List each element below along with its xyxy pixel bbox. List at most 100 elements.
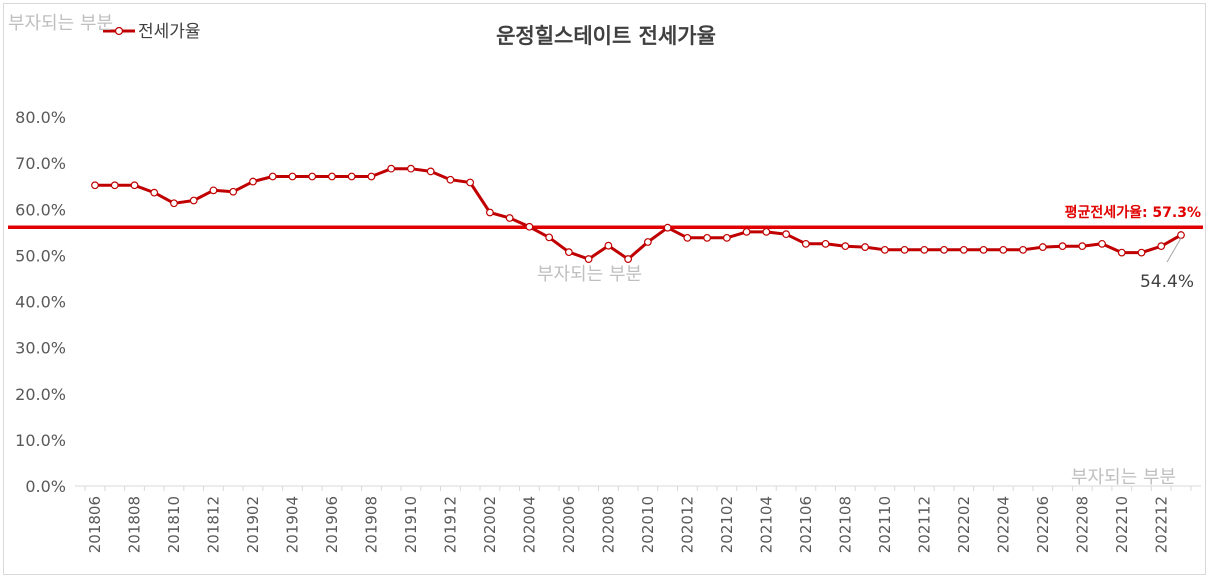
data-point — [584, 255, 593, 263]
data-point — [525, 222, 534, 231]
x-tick-label: 202006 — [560, 496, 578, 553]
x-tick-label: 202106 — [797, 496, 815, 553]
last-point-leader-line — [1166, 237, 1182, 263]
data-point — [1117, 248, 1126, 257]
data-point — [722, 233, 731, 242]
data-point — [229, 187, 238, 196]
data-point — [150, 188, 159, 197]
x-tick-label: 201910 — [402, 496, 420, 553]
data-point — [841, 242, 850, 251]
data-point — [1157, 242, 1166, 251]
y-tick-label: 30.0% — [15, 339, 66, 358]
watermark-center: 부자되는 부분 — [537, 264, 643, 285]
x-tick-label: 201812 — [204, 496, 222, 553]
data-point — [268, 172, 277, 181]
data-point — [959, 245, 968, 254]
data-point — [683, 233, 692, 242]
data-point — [308, 172, 317, 181]
chart-title: 운정힐스테이트 전세가율 — [496, 24, 716, 48]
data-point — [782, 230, 790, 239]
x-tick-label: 202004 — [520, 496, 538, 553]
legend-label: 전세가율 — [138, 22, 201, 42]
x-tick-label: 202104 — [757, 496, 775, 553]
data-point — [189, 196, 198, 205]
x-tick-label: 202010 — [639, 496, 657, 553]
data-point — [762, 227, 771, 236]
data-point — [624, 255, 633, 263]
data-point — [91, 181, 99, 190]
data-point — [564, 248, 573, 257]
x-tick-label: 202212 — [1152, 496, 1170, 553]
x-tick-label: 202208 — [1073, 496, 1091, 553]
x-tick-label: 201810 — [165, 496, 183, 553]
x-tick-label: 202112 — [915, 496, 933, 553]
data-point — [900, 245, 909, 254]
data-point — [1058, 242, 1067, 251]
y-tick-label: 40.0% — [15, 293, 66, 312]
y-tick-label: 70.0% — [15, 154, 66, 173]
data-point — [110, 181, 119, 190]
data-point — [742, 227, 751, 236]
y-tick-label: 50.0% — [15, 246, 66, 265]
x-tick-label: 201904 — [283, 496, 301, 553]
data-point — [999, 245, 1008, 254]
watermark-bottom-right: 부자되는 부분 — [1071, 467, 1177, 488]
data-point — [979, 245, 988, 254]
y-tick-label: 0.0% — [25, 477, 66, 496]
data-point — [545, 233, 554, 242]
data-point — [801, 239, 810, 248]
data-point — [249, 177, 257, 186]
last-point-label: 54.4% — [1140, 272, 1194, 292]
data-point — [130, 181, 139, 190]
x-tick-label: 201912 — [441, 496, 459, 553]
x-tick-label: 201902 — [244, 496, 262, 553]
x-tick-label: 201908 — [362, 496, 380, 553]
data-point — [1177, 231, 1185, 239]
data-point — [1078, 242, 1087, 251]
y-axis: 0.0% 10.0% 20.0% 30.0% 40.0% 50.0% 60.0% 70.0% 8… — [15, 108, 66, 496]
data-point — [1019, 245, 1027, 254]
data-point — [663, 223, 672, 232]
series-line — [95, 167, 1182, 261]
x-tick-label: 202002 — [481, 496, 499, 553]
data-point — [604, 241, 613, 250]
x-tick-label: 201906 — [323, 496, 341, 553]
data-point — [1098, 239, 1106, 248]
y-tick-label: 10.0% — [15, 431, 66, 450]
data-point — [387, 164, 396, 173]
data-point — [821, 239, 830, 248]
watermark-top-left: 부자되는 부분 — [8, 13, 114, 34]
data-point — [466, 178, 475, 187]
data-point — [505, 214, 514, 222]
data-point — [367, 172, 376, 181]
x-tick-label: 201806 — [86, 496, 104, 553]
data-point — [209, 186, 218, 195]
data-point — [486, 208, 494, 217]
data-point — [940, 245, 948, 254]
data-point — [880, 245, 889, 254]
data-point — [446, 175, 455, 184]
data-point — [426, 167, 435, 176]
x-tick-label: 202012 — [678, 496, 696, 553]
y-tick-label: 80.0% — [15, 108, 66, 127]
data-point — [703, 233, 712, 242]
average-line-group: 평균전세가율: 57.3% — [8, 204, 1203, 229]
data-point — [170, 199, 178, 208]
x-tick-label: 202206 — [1034, 496, 1052, 553]
y-tick-label: 20.0% — [15, 385, 66, 404]
x-tick-label: 202202 — [955, 496, 973, 553]
x-axis: 201806 201808 201810 201812 201902 201904 2019… — [75, 485, 1201, 553]
x-tick-label: 202210 — [1113, 496, 1131, 553]
series-group — [91, 164, 1185, 263]
data-point — [1137, 248, 1146, 257]
x-tick-label: 202204 — [994, 496, 1012, 553]
data-point — [347, 172, 356, 181]
y-tick-label: 60.0% — [15, 200, 66, 219]
data-point — [920, 245, 929, 254]
chart-frame — [3, 3, 1206, 575]
x-tick-label: 202108 — [836, 496, 854, 553]
x-tick-label: 201808 — [125, 496, 143, 553]
data-point — [407, 164, 415, 173]
data-labels: 54.4% — [1140, 237, 1194, 292]
